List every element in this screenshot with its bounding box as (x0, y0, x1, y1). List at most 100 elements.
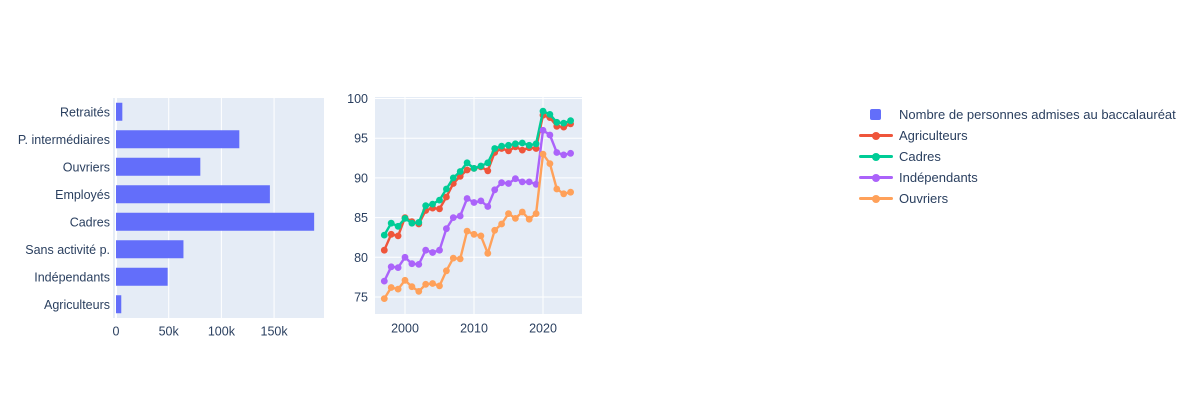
bar[interactable] (116, 212, 315, 231)
series-line[interactable] (383, 129, 572, 283)
data-point[interactable] (401, 215, 409, 222)
data-point[interactable] (553, 185, 561, 193)
bar[interactable] (116, 295, 122, 314)
data-point[interactable] (401, 276, 409, 284)
data-point[interactable] (443, 267, 450, 275)
data-point[interactable] (484, 249, 492, 257)
data-point[interactable] (546, 160, 554, 168)
data-point[interactable] (456, 168, 464, 175)
data-point[interactable] (525, 178, 533, 186)
data-point[interactable] (443, 185, 450, 193)
data-point[interactable] (436, 205, 443, 213)
data-point[interactable] (498, 179, 505, 187)
series-line[interactable] (383, 109, 572, 237)
data-point[interactable] (415, 261, 423, 268)
data-point[interactable] (380, 277, 388, 285)
data-point[interactable] (518, 146, 526, 154)
data-point[interactable] (498, 220, 505, 228)
bar[interactable] (116, 267, 168, 286)
data-point[interactable] (525, 141, 533, 149)
data-point[interactable] (567, 117, 574, 125)
data-point[interactable] (429, 200, 436, 208)
data-point[interactable] (422, 280, 430, 288)
data-point[interactable] (394, 222, 402, 230)
series-line[interactable] (383, 152, 572, 300)
data-point[interactable] (546, 131, 554, 139)
data-point[interactable] (470, 230, 478, 238)
bar[interactable] (116, 240, 184, 259)
data-point[interactable] (463, 166, 471, 174)
data-point[interactable] (408, 219, 416, 227)
data-point[interactable] (505, 147, 512, 155)
data-point[interactable] (505, 180, 512, 187)
data-point[interactable] (553, 118, 561, 126)
data-point[interactable] (560, 151, 568, 159)
data-point[interactable] (387, 284, 395, 291)
data-point[interactable] (539, 107, 547, 115)
data-point[interactable] (408, 283, 416, 291)
data-point[interactable] (401, 253, 409, 261)
data-point[interactable] (532, 210, 540, 218)
data-point[interactable] (449, 254, 457, 262)
data-point[interactable] (518, 208, 526, 216)
data-point[interactable] (449, 174, 457, 182)
data-point[interactable] (518, 178, 526, 186)
data-point[interactable] (422, 246, 430, 254)
data-point[interactable] (463, 159, 471, 167)
data-point[interactable] (380, 295, 388, 302)
data-point[interactable] (484, 159, 492, 167)
data-point[interactable] (560, 190, 568, 198)
data-point[interactable] (567, 149, 574, 157)
data-point[interactable] (429, 280, 436, 287)
data-point[interactable] (394, 264, 402, 271)
legend-item[interactable]: Indépendants (857, 167, 1176, 188)
data-point[interactable] (477, 162, 485, 170)
bar[interactable] (116, 185, 270, 204)
data-point[interactable] (463, 227, 471, 235)
data-point[interactable] (512, 175, 519, 183)
bar[interactable] (116, 102, 123, 121)
data-point[interactable] (484, 167, 492, 175)
data-point[interactable] (443, 225, 450, 233)
data-point[interactable] (436, 282, 443, 290)
bar[interactable] (116, 157, 201, 176)
data-point[interactable] (394, 232, 402, 240)
data-point[interactable] (380, 231, 388, 239)
data-point[interactable] (491, 226, 499, 234)
data-point[interactable] (532, 180, 540, 188)
bar[interactable] (116, 130, 240, 149)
data-point[interactable] (491, 145, 499, 152)
data-point[interactable] (394, 285, 402, 293)
data-point[interactable] (415, 288, 423, 295)
data-point[interactable] (422, 202, 430, 210)
data-point[interactable] (512, 140, 519, 148)
data-point[interactable] (436, 196, 443, 204)
data-point[interactable] (408, 260, 416, 268)
data-point[interactable] (387, 263, 395, 271)
data-point[interactable] (415, 219, 423, 226)
data-point[interactable] (491, 186, 499, 194)
legend-item[interactable]: Cadres (857, 146, 1176, 167)
data-point[interactable] (532, 140, 540, 148)
data-point[interactable] (532, 145, 540, 152)
data-point[interactable] (505, 210, 512, 218)
data-point[interactable] (539, 126, 547, 134)
data-point[interactable] (470, 199, 478, 206)
data-point[interactable] (512, 215, 519, 222)
data-point[interactable] (380, 246, 388, 254)
data-point[interactable] (456, 255, 464, 263)
data-point[interactable] (560, 119, 568, 127)
data-point[interactable] (518, 139, 526, 147)
data-point[interactable] (484, 203, 492, 210)
data-point[interactable] (463, 195, 471, 202)
legend-item[interactable]: Ouvriers (857, 188, 1176, 209)
data-point[interactable] (429, 249, 436, 256)
data-point[interactable] (539, 150, 547, 158)
data-point[interactable] (525, 215, 533, 223)
data-point[interactable] (477, 232, 485, 240)
data-point[interactable] (553, 149, 561, 156)
data-point[interactable] (470, 165, 478, 172)
data-point[interactable] (436, 246, 443, 254)
data-point[interactable] (387, 219, 395, 227)
legend-item[interactable]: Agriculteurs (857, 125, 1176, 146)
